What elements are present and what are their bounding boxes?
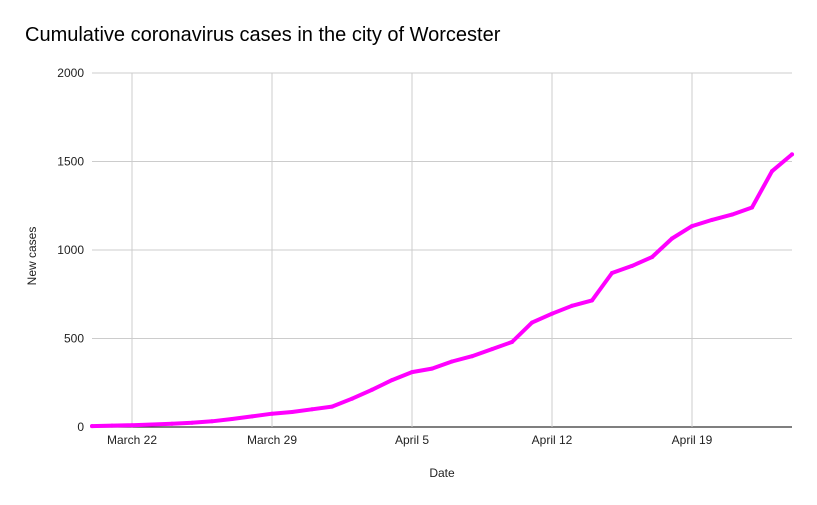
y-tick-label: 500 xyxy=(64,332,84,346)
data-point xyxy=(550,311,554,316)
gridlines xyxy=(92,72,792,428)
data-point xyxy=(430,366,434,371)
data-point xyxy=(750,205,754,210)
data-point xyxy=(530,320,534,325)
data-point xyxy=(390,378,394,383)
data-point xyxy=(350,396,354,401)
data-point xyxy=(590,298,594,303)
data-point xyxy=(630,263,634,268)
data-point xyxy=(310,407,314,412)
data-point xyxy=(90,424,94,429)
data-point xyxy=(370,387,374,392)
x-tick-labels: March 22 March 29 April 5 April 12 April 19 xyxy=(107,433,713,447)
data-point xyxy=(670,236,674,241)
data-point xyxy=(210,419,214,424)
y-tick-label: 0 xyxy=(77,420,84,434)
data-point xyxy=(250,414,254,419)
data-point xyxy=(230,417,234,421)
chart-title: Cumulative coronavirus cases in the city… xyxy=(25,24,501,46)
data-point xyxy=(650,255,654,260)
data-point xyxy=(710,217,714,222)
data-point xyxy=(470,354,474,359)
data-point xyxy=(190,420,194,425)
data-point xyxy=(610,271,614,275)
data-point xyxy=(770,169,774,174)
data-point xyxy=(730,212,734,217)
y-tick-label: 2000 xyxy=(57,66,84,80)
x-axis-label: Date xyxy=(429,466,455,480)
data-point xyxy=(490,347,494,352)
data-point xyxy=(410,370,414,375)
y-axis-label: New cases xyxy=(25,227,39,286)
x-tick-label: March 29 xyxy=(247,433,297,447)
data-point xyxy=(270,411,274,416)
x-tick-label: March 22 xyxy=(107,433,157,447)
data-point xyxy=(690,224,694,229)
y-tick-labels: 0 500 1000 1500 2000 xyxy=(57,66,84,434)
data-point xyxy=(330,404,334,409)
series-line xyxy=(90,152,794,429)
data-point xyxy=(110,423,114,428)
y-tick-label: 1500 xyxy=(57,155,84,169)
data-point xyxy=(570,303,574,308)
data-point xyxy=(290,410,294,414)
x-tick-label: April 12 xyxy=(532,433,573,447)
x-tick-label: April 5 xyxy=(395,433,429,447)
data-point xyxy=(790,152,794,157)
series-layer xyxy=(90,152,794,429)
y-tick-label: 1000 xyxy=(57,243,84,257)
data-point xyxy=(170,421,174,426)
x-tick-label: April 19 xyxy=(672,433,713,447)
data-point xyxy=(130,423,134,428)
data-point xyxy=(450,359,454,364)
data-point xyxy=(510,340,514,344)
data-point xyxy=(150,422,154,427)
